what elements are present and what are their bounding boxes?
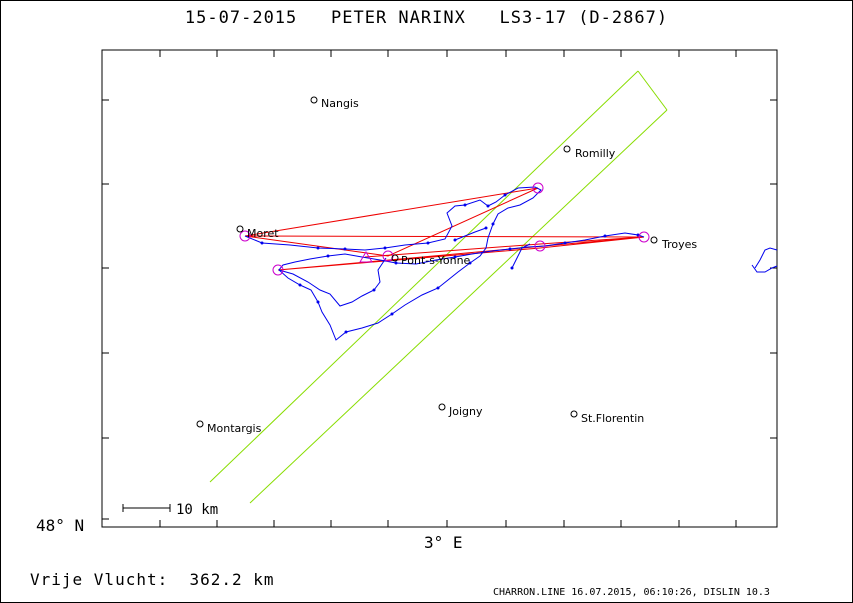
place-pont-s-yonne: Pont-s-Yonne — [391, 254, 471, 267]
place-troyes: Troyes — [650, 236, 697, 251]
place-st-florentin: St.Florentin — [570, 410, 644, 425]
pilot-name: PETER NARINX — [331, 8, 466, 28]
place-montargis: Montargis — [196, 420, 262, 435]
y-axis-label: 48° N — [36, 516, 84, 535]
x-ticks — [159, 50, 737, 527]
svg-text:Romilly: Romilly — [575, 147, 616, 160]
flight-date: 15-07-2015 — [184, 8, 298, 28]
track-points — [260, 193, 640, 334]
flight-track — [244, 186, 778, 341]
place-moret: Moret — [236, 225, 279, 240]
airspace-lines — [209, 70, 668, 504]
svg-text:Pont-s-Yonne: Pont-s-Yonne — [401, 254, 471, 267]
distance-summary: Vrije Vlucht: 362.2 km — [30, 570, 275, 589]
svg-text:Moret: Moret — [247, 227, 279, 240]
glider-id: LS3-17 (D-2867) — [499, 8, 669, 28]
place-romilly: Romilly — [563, 145, 616, 160]
svg-text:Montargis: Montargis — [207, 422, 262, 435]
y-ticks — [102, 99, 777, 520]
svg-text:Joigny: Joigny — [448, 405, 483, 418]
svg-text:Nangis: Nangis — [321, 97, 359, 110]
x-axis-label: 3° E — [424, 533, 463, 552]
scale-bar: 10 km — [122, 502, 218, 518]
distance-value: 362.2 km — [189, 570, 275, 589]
svg-text:St.Florentin: St.Florentin — [581, 412, 644, 425]
places: Nangis Romilly Moret Troyes Pont-s-Yonne… — [196, 96, 697, 435]
distance-label: Vrije Vlucht: — [30, 570, 169, 589]
scale-label: 10 km — [176, 502, 218, 518]
svg-text:Troyes: Troyes — [661, 238, 697, 251]
plot-area — [101, 49, 778, 528]
page-title: 15-07-2015 PETER NARINX LS3-17 (D-2867) — [0, 8, 853, 28]
place-joigny: Joigny — [438, 403, 483, 418]
credits: CHARRON.LINE 16.07.2015, 06:10:26, DISLI… — [493, 587, 770, 598]
place-nangis: Nangis — [310, 96, 359, 110]
task-lines — [244, 187, 645, 271]
